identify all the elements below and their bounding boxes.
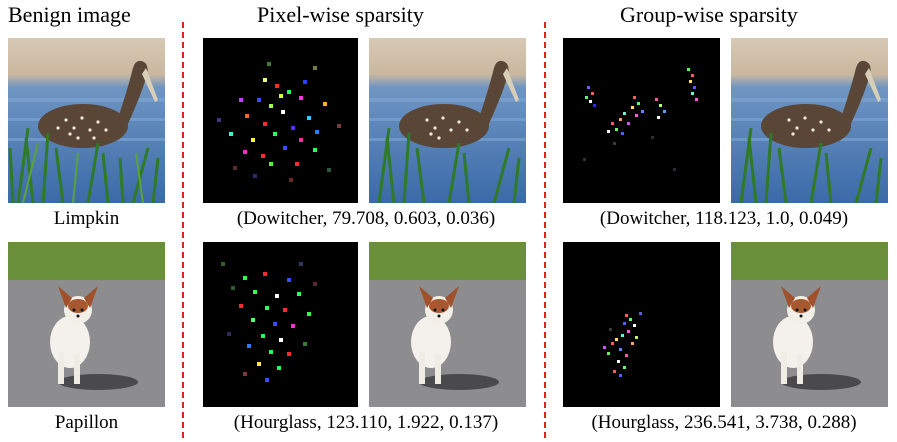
header-benign: Benign image xyxy=(8,2,131,27)
label-limpkin: Limpkin xyxy=(53,208,120,229)
pixel-perturbation-noise xyxy=(203,38,358,203)
pixel-adversarial-papillon xyxy=(369,242,526,407)
group-perturbation-noise xyxy=(563,38,720,203)
limpkin-photo xyxy=(8,38,165,203)
pixel-perturbation-papillon xyxy=(203,242,358,407)
label-papillon: Papillon xyxy=(54,412,119,433)
group-perturbation-limpkin xyxy=(563,38,720,203)
caption-group-row2: (Hourglass, 236.541, 3.738, 0.288) xyxy=(591,412,857,433)
benign-image-papillon xyxy=(8,242,165,407)
group-adversarial-limpkin xyxy=(731,38,888,203)
papillon-adversarial-photo xyxy=(369,242,526,407)
divider-right xyxy=(544,22,546,438)
benign-image-limpkin xyxy=(8,38,165,203)
divider-left xyxy=(182,22,184,438)
pixel-perturbation-noise-2 xyxy=(203,242,358,407)
limpkin-adversarial-photo xyxy=(369,38,526,203)
header-group: Group-wise sparsity xyxy=(620,2,798,27)
group-adversarial-papillon xyxy=(731,242,888,407)
caption-pixel-row2: (Hourglass, 123.110, 1.922, 0.137) xyxy=(233,412,499,433)
limpkin-group-adversarial-photo xyxy=(731,38,888,203)
group-perturbation-papillon xyxy=(563,242,720,407)
papillon-photo xyxy=(8,242,165,407)
pixel-perturbation-limpkin xyxy=(203,38,358,203)
header-pixel: Pixel-wise sparsity xyxy=(257,2,424,27)
group-perturbation-noise-2 xyxy=(563,242,720,407)
caption-pixel-row1: (Dowitcher, 79.708, 0.603, 0.036) xyxy=(236,208,496,229)
papillon-group-adversarial-photo xyxy=(731,242,888,407)
caption-group-row1: (Dowitcher, 118.123, 1.0, 0.049) xyxy=(599,208,849,229)
pixel-adversarial-limpkin xyxy=(369,38,526,203)
